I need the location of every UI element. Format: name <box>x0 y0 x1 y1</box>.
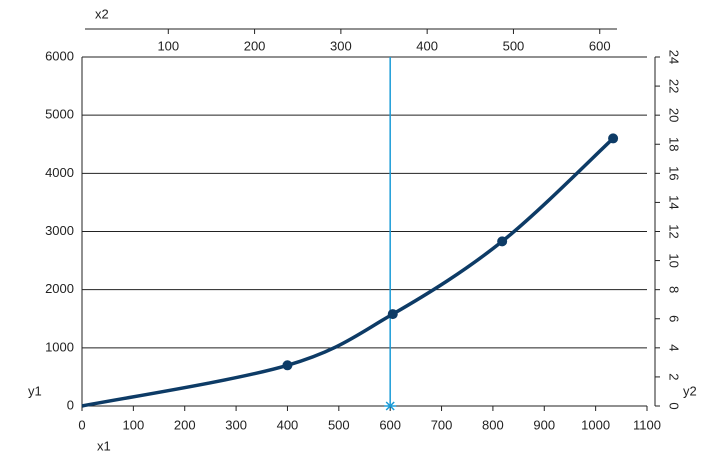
x-axis-label: x1 <box>97 438 111 453</box>
point <box>497 236 508 247</box>
y2-tick-label: 6 <box>667 315 682 322</box>
y2-tick-label: 4 <box>667 344 682 351</box>
x-tick-label: 1100 <box>633 417 661 432</box>
y2-tick-label: 0 <box>667 402 682 409</box>
y2-tick-label: 18 <box>667 137 682 151</box>
x-tick-label: 600 <box>379 417 401 432</box>
y-tick-label: 3000 <box>45 223 74 238</box>
y2-tick-label: 2 <box>667 373 682 380</box>
y-tick-label: 0 <box>67 397 74 412</box>
x-tick-label: 1000 <box>581 417 610 432</box>
y2-tick-label: 16 <box>667 166 682 180</box>
x-tick-label: 700 <box>431 417 453 432</box>
y-tick-label: 4000 <box>45 165 74 180</box>
y2-tick-label: 10 <box>667 253 682 267</box>
x-tick-label: 800 <box>482 417 504 432</box>
y-tick-label: 1000 <box>45 339 74 354</box>
x-tick-label: 900 <box>533 417 555 432</box>
y2-tick-label: 12 <box>667 224 682 238</box>
y2-tick-label: 22 <box>667 79 682 93</box>
x-tick-label: 300 <box>225 417 247 432</box>
x-tick-label: 400 <box>277 417 299 432</box>
x-tick-label: 100 <box>123 417 145 432</box>
y2-axis-label: y2 <box>683 383 697 398</box>
x2-axis-label: x2 <box>95 6 109 21</box>
y-axis-label: y1 <box>28 383 42 398</box>
x2-tick-label: 100 <box>157 38 179 53</box>
x2-tick-label: 400 <box>416 38 438 53</box>
point <box>387 309 398 320</box>
y-tick-label: 2000 <box>45 281 74 296</box>
point <box>282 360 293 371</box>
line <box>81 137 615 408</box>
x-tick-label: 0 <box>78 417 85 432</box>
y2-tick-label: 8 <box>667 286 682 293</box>
x-tick-label: 200 <box>174 417 196 432</box>
x-tick-label: 500 <box>328 417 350 432</box>
y-tick-label: 5000 <box>45 107 74 122</box>
y2-tick-label: 24 <box>667 50 682 64</box>
y-tick-label: 6000 <box>45 48 74 63</box>
point <box>608 133 619 144</box>
y2-tick-label: 20 <box>667 108 682 122</box>
x2-tick-label: 500 <box>503 38 525 53</box>
y2-tick-label: 14 <box>667 195 682 209</box>
x2-tick-label: 600 <box>589 38 611 53</box>
cursor-marker <box>384 401 397 411</box>
x2-tick-label: 200 <box>244 38 266 53</box>
x2-tick-label: 300 <box>330 38 352 53</box>
